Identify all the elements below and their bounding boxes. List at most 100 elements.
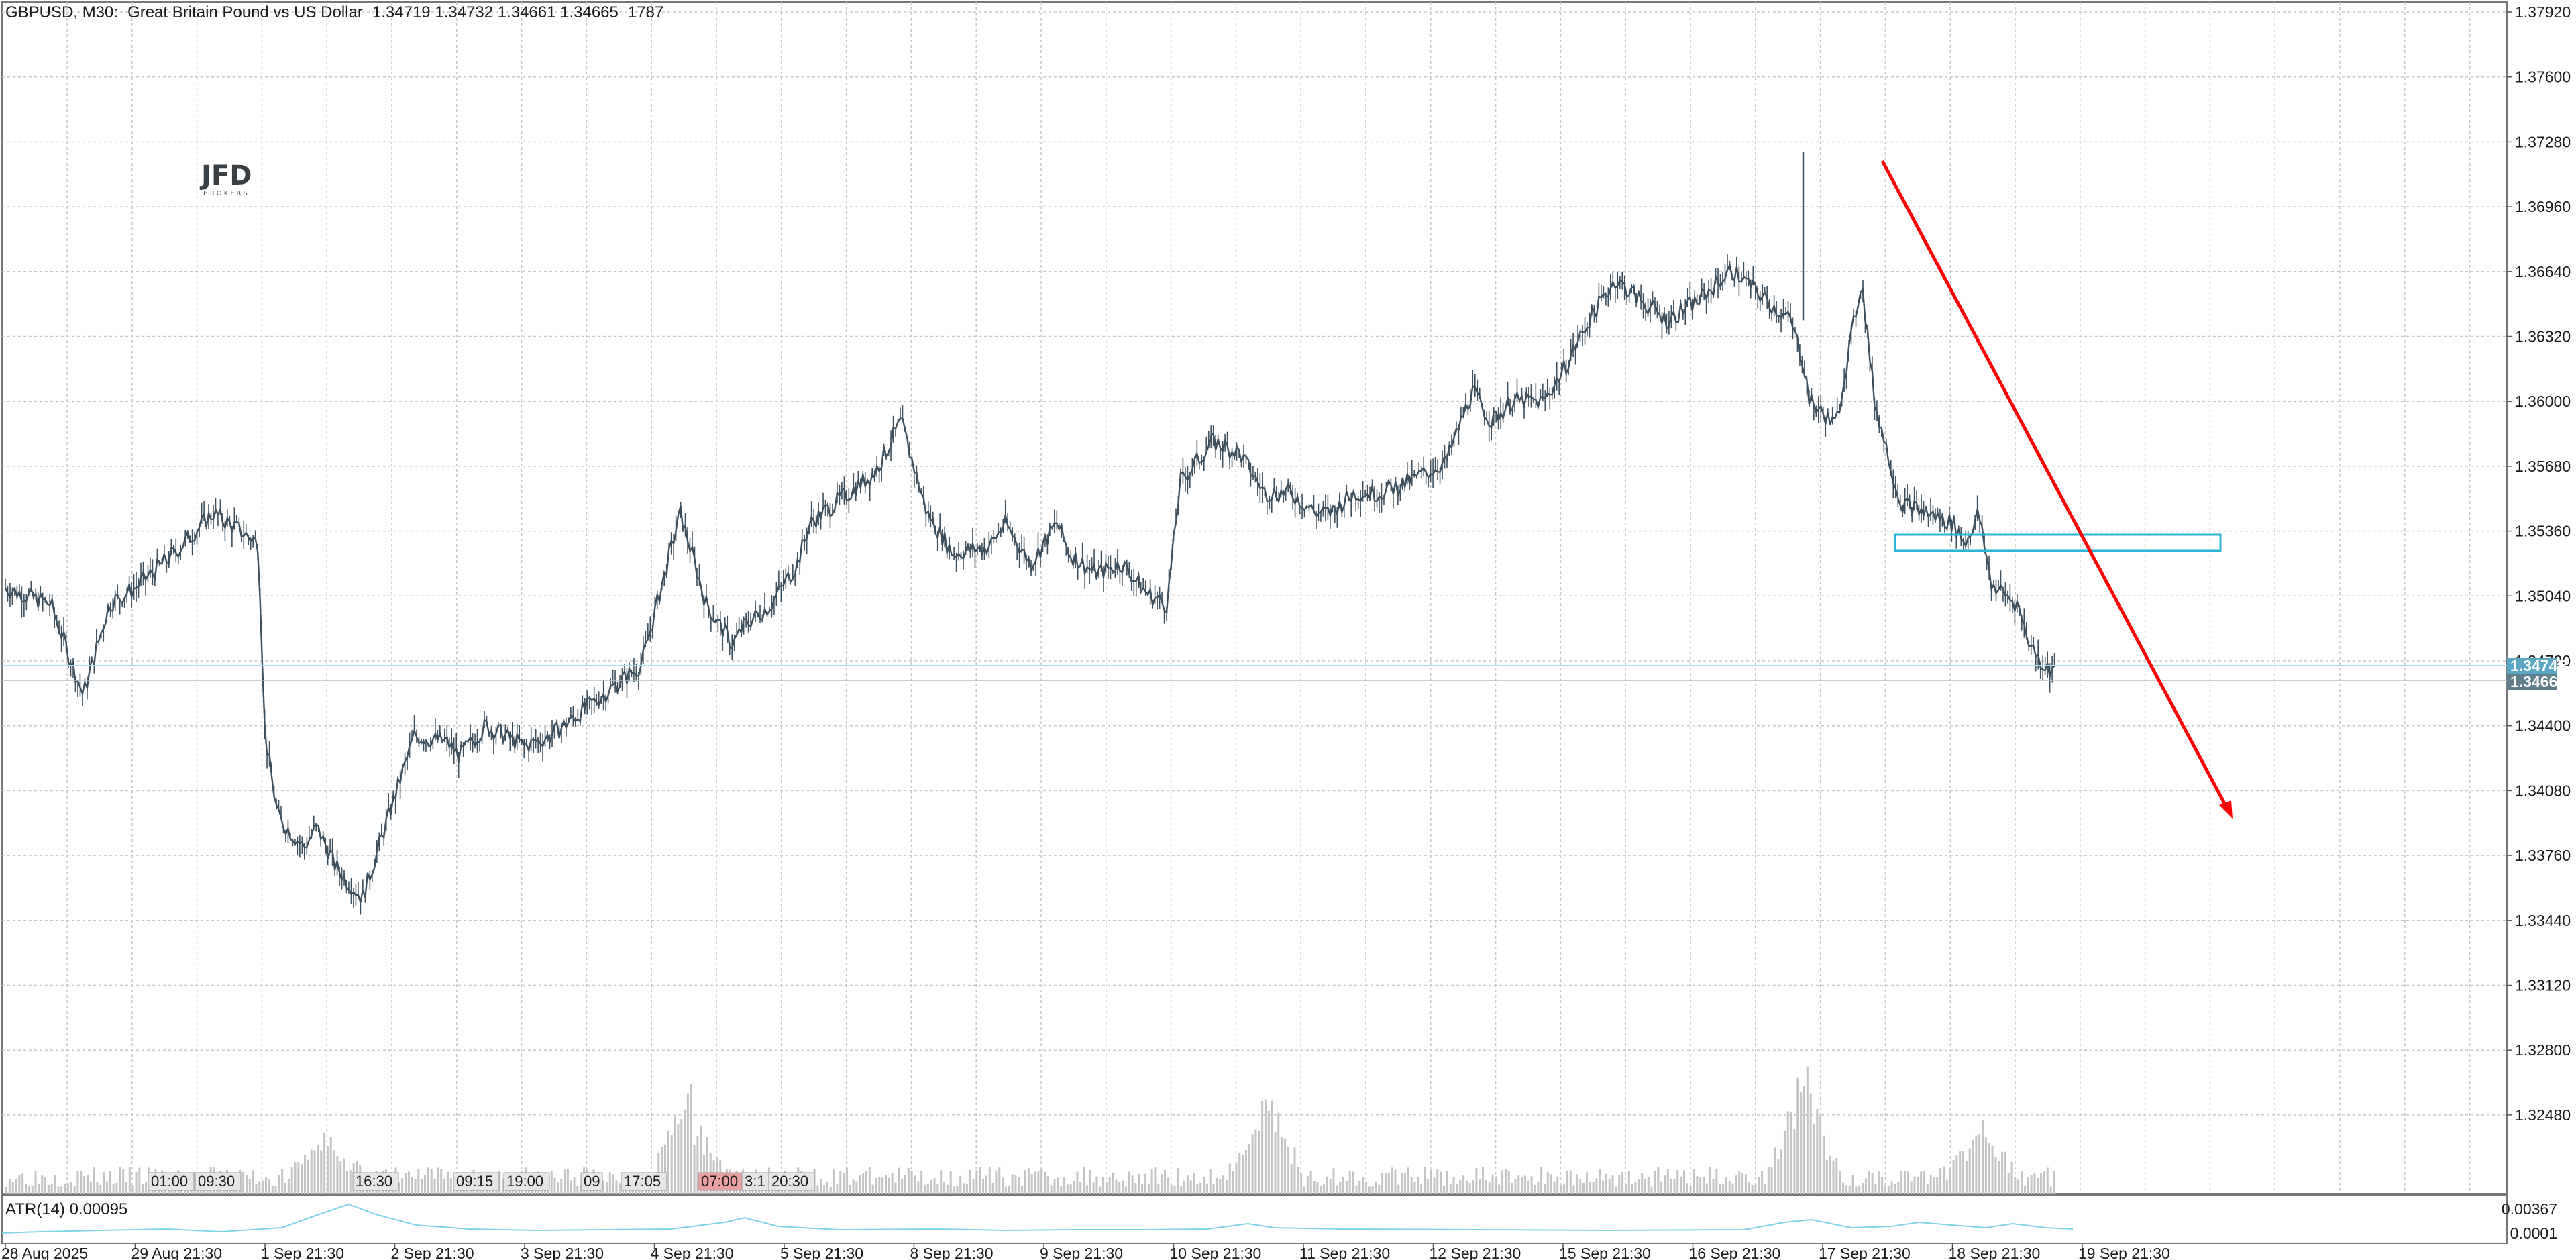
volume-bar xyxy=(1650,1186,1653,1194)
volume-bar xyxy=(972,1179,975,1194)
volume-bar xyxy=(1394,1169,1397,1194)
volume-bar xyxy=(1890,1181,1893,1194)
volume-bar xyxy=(2037,1178,2039,1194)
volume-bar xyxy=(1693,1169,1695,1194)
price-close-line xyxy=(4,262,2055,903)
volume-bar xyxy=(1744,1174,1747,1194)
volume-bar xyxy=(446,1171,449,1194)
volume-bar xyxy=(1018,1177,1020,1194)
volume-bar xyxy=(1504,1169,1507,1194)
volume-bar xyxy=(1479,1178,1481,1194)
volume-bar xyxy=(131,1185,134,1194)
time-tick-label: 1 Sep 21:30 xyxy=(261,1245,344,1260)
volume-bar xyxy=(700,1125,702,1194)
volume-bar xyxy=(833,1168,835,1194)
volume-bar xyxy=(1537,1181,1540,1194)
time-axis[interactable]: 28 Aug 2025 29 Aug 21:30 1 Sep 21:30 2 Sep … xyxy=(1,1243,2170,1260)
volume-bar xyxy=(64,1184,66,1194)
volume-bar xyxy=(1774,1147,1776,1194)
volume-bar xyxy=(1984,1137,1987,1194)
volume-bar xyxy=(667,1130,669,1194)
volume-bar xyxy=(1968,1148,1971,1194)
volume-bar xyxy=(1725,1177,1727,1194)
volume-bar xyxy=(1290,1163,1293,1194)
volume-bar xyxy=(47,1184,50,1194)
volume-bar xyxy=(1228,1163,1231,1194)
volume-bar xyxy=(829,1186,832,1194)
volume-bar xyxy=(401,1178,404,1194)
volume-bar xyxy=(1443,1186,1446,1194)
volume-bar xyxy=(1608,1178,1611,1194)
volume-bar xyxy=(122,1169,125,1194)
volume-bar xyxy=(1887,1185,1890,1194)
volume-bar xyxy=(560,1179,563,1194)
indicator-window[interactable] xyxy=(1,1194,2508,1244)
volume-bar xyxy=(449,1178,452,1194)
volume-bar xyxy=(38,1184,40,1194)
price-tick-label: 1.33120 xyxy=(2515,977,2571,994)
volume-bar xyxy=(1238,1153,1241,1194)
volume-bar xyxy=(1046,1176,1049,1194)
volume-bar xyxy=(1657,1167,1660,1194)
volume-bar xyxy=(1193,1173,1195,1194)
volume-bar xyxy=(1170,1184,1173,1194)
volume-bar xyxy=(1271,1100,1273,1194)
volume-bar xyxy=(50,1184,53,1194)
session-marker-label: 3:1 xyxy=(745,1173,765,1190)
volume-bar xyxy=(1851,1175,1854,1194)
volume-bar xyxy=(41,1175,44,1194)
volume-bar xyxy=(265,1177,267,1194)
atr-label: ATR(14) 0.00095 xyxy=(5,1200,127,1218)
volume-bar xyxy=(1686,1183,1688,1194)
volume-bar xyxy=(1553,1181,1556,1194)
volume-bar xyxy=(1462,1175,1465,1194)
volume-bar xyxy=(1767,1166,1770,1194)
volume-bar xyxy=(619,1183,621,1194)
volume-bar xyxy=(1329,1179,1332,1194)
volume-bar xyxy=(1203,1177,1205,1194)
volume-bar xyxy=(1582,1182,1585,1194)
volume-bar xyxy=(1809,1093,1812,1194)
volume-bar xyxy=(1364,1182,1367,1194)
atr-tick-top: 0.00367 xyxy=(2502,1200,2557,1218)
volume-bar xyxy=(1972,1139,1974,1194)
volume-bar xyxy=(1952,1159,1955,1194)
volume-bar xyxy=(1783,1131,1786,1194)
volume-bar xyxy=(859,1175,861,1194)
time-tick-label: 3 Sep 21:30 xyxy=(521,1245,604,1260)
resistance-zone-rectangle[interactable] xyxy=(1894,533,2222,552)
volume-bar xyxy=(959,1175,962,1194)
volume-bar xyxy=(258,1181,261,1194)
volume-bar xyxy=(1748,1181,1750,1194)
volume-bar xyxy=(255,1184,258,1194)
bearish-trend-arrow[interactable] xyxy=(1880,160,2229,810)
volume-bar xyxy=(1546,1172,1549,1194)
volume-bar xyxy=(1371,1186,1374,1194)
volume-bar xyxy=(566,1169,569,1194)
volume-bar xyxy=(70,1182,72,1194)
volume-bar xyxy=(1595,1178,1598,1194)
volume-bar xyxy=(1222,1175,1225,1194)
volume-bar xyxy=(145,1182,148,1194)
volume-bar xyxy=(816,1185,819,1194)
volume-bar xyxy=(1232,1171,1234,1194)
volume-bar xyxy=(1676,1169,1679,1194)
volume-bar xyxy=(845,1167,848,1194)
volume-bar xyxy=(1306,1176,1309,1194)
volume-bar xyxy=(995,1170,998,1194)
volume-bar xyxy=(8,1179,11,1194)
volume-bar xyxy=(1682,1170,1685,1194)
session-marker-label: 16:30 xyxy=(356,1173,392,1190)
volume-bar xyxy=(1868,1171,1870,1194)
volume-bar xyxy=(956,1186,959,1194)
volume-bar xyxy=(576,1185,579,1194)
price-tick-label: 1.35360 xyxy=(2515,523,2571,540)
volume-bar xyxy=(437,1167,439,1194)
volume-bar xyxy=(963,1183,965,1194)
volume-bar xyxy=(103,1172,105,1194)
volume-bar xyxy=(1430,1169,1432,1194)
volume-bar xyxy=(605,1182,608,1194)
volume-bar xyxy=(1864,1178,1867,1194)
main-plot-area[interactable] xyxy=(1,1,2508,1194)
